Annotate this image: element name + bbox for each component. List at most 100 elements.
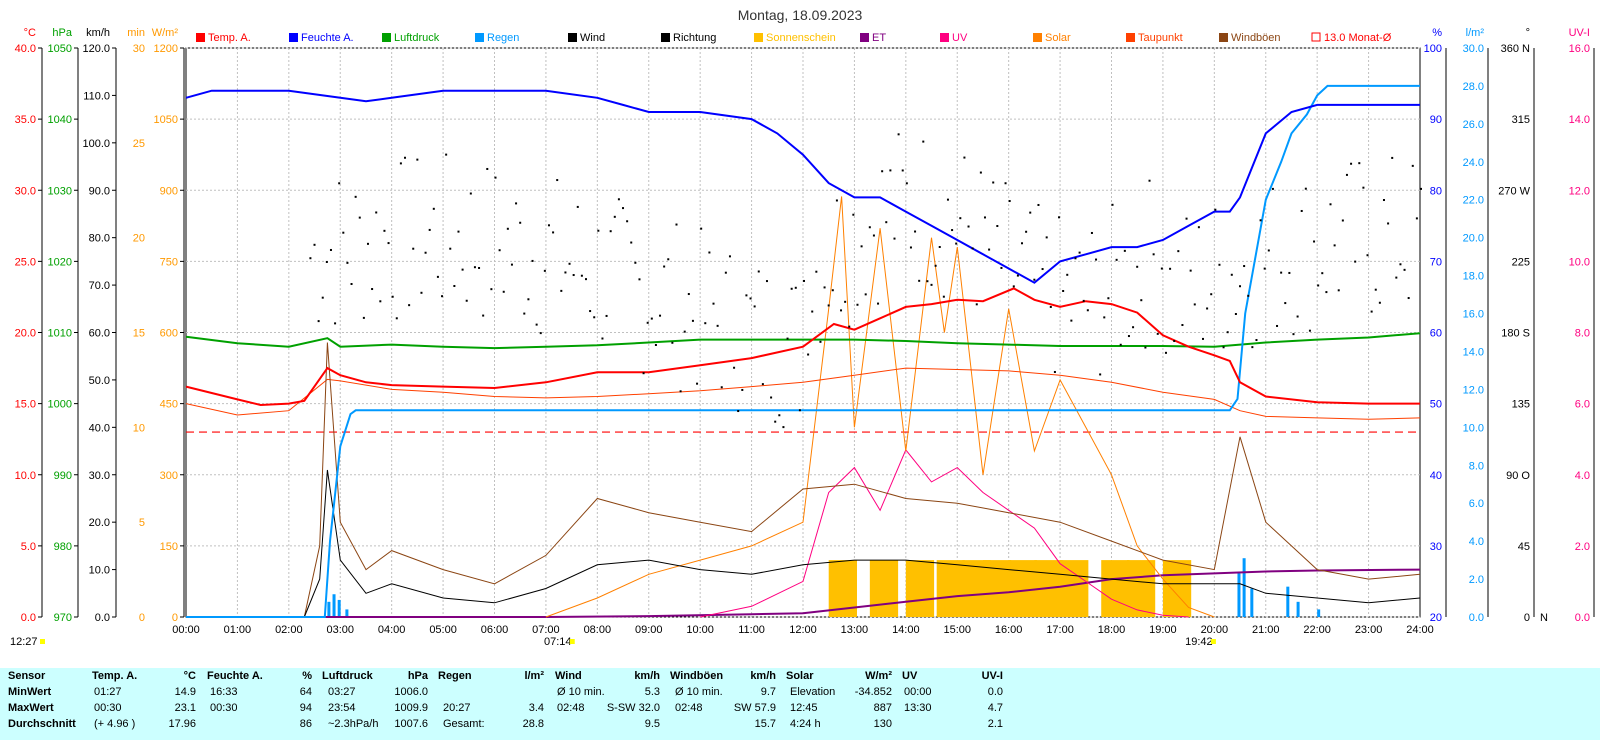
direction-dot xyxy=(757,270,760,273)
rain-axis-tick: 28.0 xyxy=(1463,81,1484,93)
direction-dot xyxy=(1164,351,1167,354)
sunshine-bar xyxy=(1060,560,1089,617)
series-line-windben xyxy=(303,342,1421,618)
direction-dot xyxy=(391,295,394,298)
direction-dot xyxy=(539,332,542,335)
direction-dot xyxy=(860,245,863,248)
series-line-tempa xyxy=(185,287,1420,407)
direction-dot xyxy=(576,205,579,208)
rain-axis-tick: 22.0 xyxy=(1463,195,1484,207)
direction-dot xyxy=(1284,302,1287,305)
rain-rate-bar xyxy=(1317,609,1321,617)
direction-dot xyxy=(774,420,777,423)
direction-dot xyxy=(938,245,941,248)
humidity-axis-tick: 40 xyxy=(1430,470,1442,482)
direction-dot xyxy=(383,229,386,232)
direction-dot xyxy=(617,198,620,201)
direction-dot xyxy=(909,246,912,249)
weather-chart: Montag, 18.09.2023 0.0 5.0 10.0 15.0 20.0 25.0… xyxy=(10,7,1595,648)
direction-dot xyxy=(835,199,838,202)
sunshine-bar xyxy=(905,560,935,617)
direction-dot xyxy=(1037,203,1040,206)
series-line-solar xyxy=(545,196,1215,618)
direction-dot xyxy=(465,299,468,302)
direction-dot xyxy=(1218,263,1221,266)
legend-label: Temp. A. xyxy=(208,32,251,44)
direction-dot xyxy=(547,224,550,227)
direction-dot xyxy=(1123,249,1126,252)
stats-cell-value: 1009.9 xyxy=(394,702,428,714)
legend-label: Windböen xyxy=(1231,32,1281,44)
wind-axis-unit: km/h xyxy=(86,27,110,39)
direction-dot xyxy=(1271,187,1274,190)
direction-dot xyxy=(823,286,826,289)
direction-dot xyxy=(1234,313,1237,316)
x-tick-label: 02:00 xyxy=(275,624,303,636)
direction-dot xyxy=(881,170,884,173)
direction-dot xyxy=(1420,187,1422,190)
direction-dot xyxy=(782,426,785,429)
stats-cell: Elevation xyxy=(790,686,836,698)
direction-dot xyxy=(342,231,345,234)
sunshine-bar xyxy=(936,560,965,617)
rain-rate-bar xyxy=(345,609,349,617)
stats-panel: Sensor Temp. A. °C Feuchte A.% Luftdruck hPa R… xyxy=(0,668,1600,740)
direction-dot xyxy=(1078,251,1081,254)
direction-dot xyxy=(1099,373,1102,376)
legend-swatch xyxy=(382,33,391,42)
direction-dot xyxy=(700,227,703,230)
direction-dot xyxy=(1074,257,1077,260)
wind-axis-tick: 120.0 xyxy=(82,43,110,55)
sunshine-bar xyxy=(869,560,899,617)
direction-dot xyxy=(798,409,801,412)
direction-dot xyxy=(745,294,748,297)
direction-dot xyxy=(856,303,859,306)
direction-dot xyxy=(897,133,900,136)
series-line-wind xyxy=(303,469,1421,618)
wind-axis-tick: 90.0 xyxy=(89,185,110,197)
direction-dot xyxy=(934,264,937,267)
legend-swatch xyxy=(940,33,949,42)
direction-dot xyxy=(543,269,546,272)
uv-axis-tick: 8.0 xyxy=(1575,328,1590,340)
direction-dot xyxy=(1049,305,1052,308)
direction-dot xyxy=(807,353,810,356)
direction-dot xyxy=(1144,346,1147,349)
direction-dot xyxy=(1214,208,1217,211)
direction-dot xyxy=(453,284,456,287)
direction-dot xyxy=(321,296,324,299)
direction-dot xyxy=(325,260,328,263)
stats-cell-value: 23.1 xyxy=(174,702,196,714)
direction-dot xyxy=(580,274,583,277)
stats-cell-value: 17.96 xyxy=(168,718,196,730)
solar-axis-tick: 1200 xyxy=(154,43,178,55)
stats-cell-value: 887 xyxy=(873,702,892,714)
sunrise-marker xyxy=(569,639,575,644)
left-time-label: 12:27 xyxy=(10,636,38,648)
direction-dot xyxy=(671,341,674,344)
direction-dot xyxy=(901,169,904,172)
direction-dot xyxy=(366,242,369,245)
direction-dot xyxy=(634,261,637,264)
stats-cell-value: -34.852 xyxy=(854,686,892,698)
direction-dot xyxy=(420,291,423,294)
direction-dot xyxy=(1045,236,1048,239)
direction-dot xyxy=(1136,265,1139,268)
direction-dot xyxy=(885,221,888,224)
x-tick-label: 24:00 xyxy=(1406,624,1434,636)
direction-dot xyxy=(696,382,699,385)
stats-cell-value: 15.7 xyxy=(754,718,776,730)
sunmin-axis-tick: 15 xyxy=(133,328,145,340)
pressure-axis-tick: 970 xyxy=(54,612,72,624)
direction-dot xyxy=(654,344,657,346)
temp-axis-tick: 5.0 xyxy=(21,541,36,553)
direction-dot xyxy=(416,158,419,161)
direction-dot xyxy=(868,226,871,229)
direction-dot xyxy=(428,228,431,231)
solar-axis-tick: 600 xyxy=(160,328,178,340)
direction-dot xyxy=(1053,370,1056,373)
direction-dot xyxy=(535,323,538,326)
direction-dot xyxy=(872,234,875,237)
stats-cell-value: 9.7 xyxy=(760,686,776,698)
rain-axis-tick: 2.0 xyxy=(1469,574,1484,586)
